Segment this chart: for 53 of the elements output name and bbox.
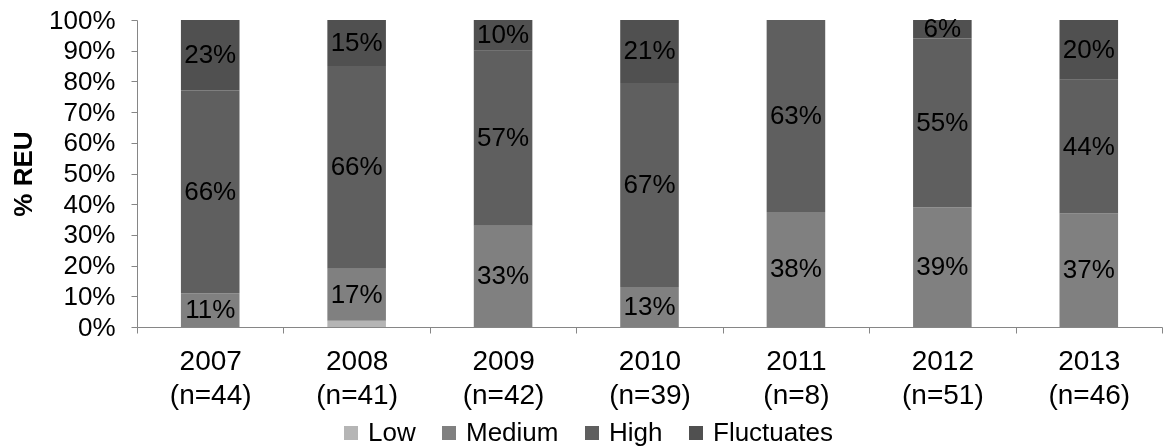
data-label: 17% — [330, 278, 383, 309]
x-tick-label: 2011 (n=8) — [763, 344, 830, 410]
x-tick-label: 2009 (n=42) — [462, 344, 545, 410]
legend-label: Medium — [466, 417, 559, 447]
data-label: 11% — [185, 294, 236, 325]
y-tick-label: 100% — [49, 4, 116, 35]
x-tick-label: 2008 (n=41) — [316, 344, 398, 410]
data-label: 44% — [1062, 130, 1115, 161]
bar — [620, 20, 679, 83]
data-label: 39% — [916, 251, 969, 282]
legend-label: Low — [368, 417, 416, 447]
x-tick-label: 2010 (n=39) — [609, 344, 691, 410]
data-label: 67% — [623, 169, 676, 200]
x-tick-label: 2013 (n=46) — [1048, 344, 1131, 410]
data-label: 13% — [623, 291, 676, 322]
y-tick-label: 40% — [63, 188, 116, 219]
data-label: 37% — [1062, 254, 1115, 285]
data-label: 33% — [477, 260, 530, 291]
data-label: 23% — [184, 39, 237, 70]
y-tick-label: 60% — [63, 127, 116, 158]
bar — [180, 90, 240, 294]
bar — [620, 82, 679, 288]
x-tick-label: 2007 (n=44) — [169, 344, 252, 410]
bar — [1059, 79, 1119, 214]
bar — [180, 20, 240, 91]
bar — [913, 38, 972, 208]
y-tick-label: 50% — [63, 158, 116, 188]
y-tick-label: 80% — [63, 65, 116, 96]
bar — [327, 66, 386, 269]
data-label: 57% — [477, 122, 530, 153]
legend-label: High — [609, 417, 663, 447]
bar — [327, 320, 386, 327]
data-label: 38% — [769, 253, 822, 284]
y-tick-label: 70% — [63, 96, 116, 127]
data-label: 15% — [330, 27, 383, 58]
data-label: 20% — [1062, 33, 1115, 64]
y-tick-label: 30% — [63, 219, 116, 250]
y-axis-title: % REU — [8, 131, 38, 217]
data-label: 63% — [769, 99, 822, 130]
data-label: 10% — [477, 19, 530, 50]
legend-label: Fluctuates — [713, 417, 833, 447]
y-tick-label: 0% — [77, 311, 116, 342]
data-label: 21% — [623, 35, 676, 66]
y-tick-label: 20% — [63, 250, 116, 281]
y-tick-label: 10% — [63, 280, 116, 311]
data-label: 6% — [923, 13, 962, 44]
bar — [766, 20, 826, 212]
x-tick-label: 2012 (n=51) — [902, 344, 984, 410]
data-label: 55% — [916, 106, 969, 137]
data-label: 66% — [184, 175, 237, 206]
data-label: 66% — [330, 151, 383, 182]
bar — [473, 50, 533, 226]
y-tick-label: 90% — [63, 35, 116, 66]
